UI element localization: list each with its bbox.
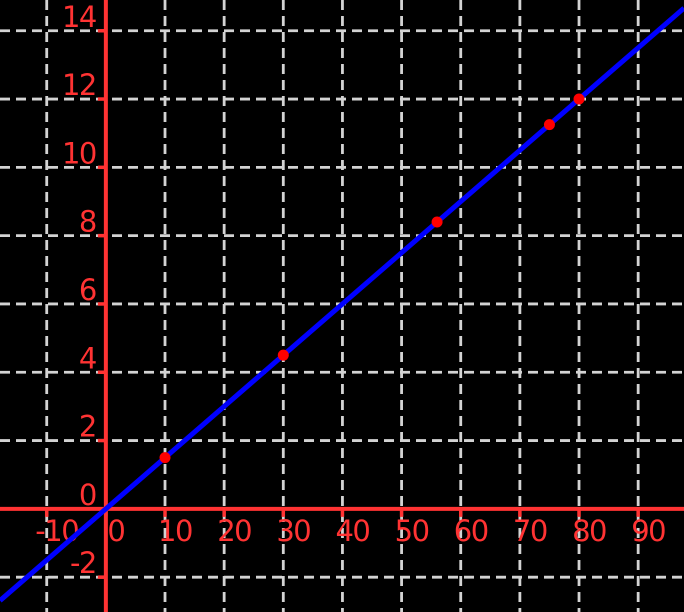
y-tick-label: 10 (62, 136, 96, 170)
y-tick-label: 8 (79, 205, 96, 239)
x-tick-label: 50 (395, 514, 429, 548)
y-tick-label: 14 (62, 0, 96, 34)
x-tick-label: 70 (513, 514, 547, 548)
x-tick-label: 30 (276, 514, 310, 548)
data-point (159, 452, 171, 464)
x-tick-label: 40 (335, 514, 369, 548)
y-tick-label: 12 (62, 68, 96, 102)
y-tick-label: -2 (70, 546, 96, 580)
y-tick-label: 0 (79, 478, 96, 512)
y-tick-label: 4 (79, 341, 96, 375)
data-point (431, 216, 443, 228)
x-tick-label: 80 (572, 514, 606, 548)
x-tick-label: 20 (217, 514, 251, 548)
y-tick-label: 6 (79, 273, 96, 307)
x-tick-label: 60 (454, 514, 488, 548)
data-point (573, 93, 585, 105)
y-tick-label: 2 (79, 410, 96, 444)
x-tick-label: 10 (158, 514, 192, 548)
x-tick-label: -10 (35, 514, 78, 548)
data-point (277, 349, 289, 361)
x-tick-label: 90 (631, 514, 665, 548)
fit-line (0, 6, 684, 603)
x-tick-label: 0 (107, 514, 124, 548)
data-point (543, 119, 555, 131)
